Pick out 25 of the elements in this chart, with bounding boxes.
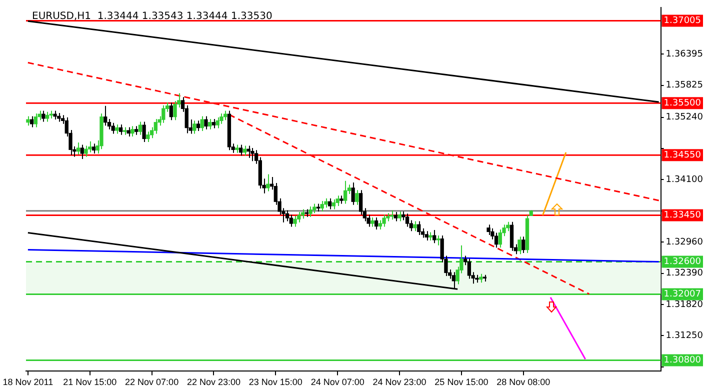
ref-line-label: 1.30800: [664, 356, 702, 366]
chart-title: EURUSD,H1 1.33444 1.33543 1.33444 1.33530: [32, 10, 272, 22]
y-tick-label: 1.31820: [666, 300, 704, 310]
y-tick-label: 1.36395: [666, 50, 703, 60]
ref-line-label: 1.34550: [664, 150, 702, 160]
y-tick-label: 1.32390: [666, 268, 704, 279]
x-tick-label: 24 Nov 23:00: [372, 377, 426, 388]
y-tick-label: 1.32960: [666, 237, 704, 248]
ref-line-label: 1.33450: [664, 210, 702, 221]
y-tick-label: 1.34100: [666, 175, 704, 186]
y-tick-label: 1.35240: [666, 112, 704, 123]
ref-line-label: 1.32600: [664, 257, 702, 268]
ref-line-label: 1.37005: [664, 16, 701, 26]
ref-line-label: 1.35500: [664, 98, 702, 108]
x-tick-label: 23 Nov 15:00: [248, 377, 302, 388]
x-tick-label: 28 Nov 08:00: [496, 377, 550, 388]
x-tick-label: 25 Nov 15:00: [434, 377, 488, 388]
x-tick-label: 24 Nov 07:00: [310, 377, 364, 388]
x-tick-label: 18 Nov 2011: [2, 377, 54, 388]
ref-line-label: 1.32007: [664, 290, 701, 300]
x-tick-label: 22 Nov 07:00: [125, 377, 179, 388]
x-tick-label: 22 Nov 23:00: [186, 377, 240, 388]
y-tick-label: 1.35825: [666, 80, 703, 91]
x-tick-label: 21 Nov 15:00: [63, 377, 117, 388]
y-tick-label: 1.31250: [666, 330, 704, 341]
